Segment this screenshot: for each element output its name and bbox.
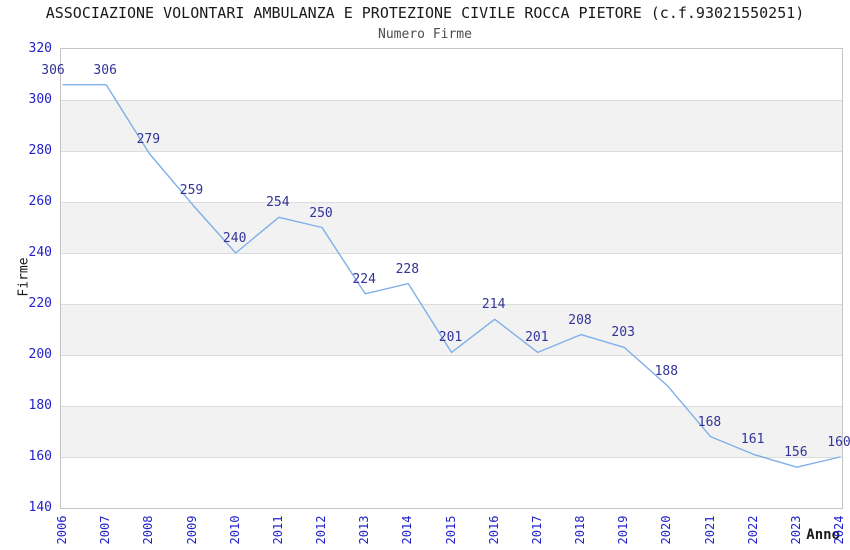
x-tick-label: 2019: [616, 515, 631, 545]
x-tick-label: 2024: [832, 515, 846, 545]
data-point-label: 201: [438, 330, 463, 346]
x-tick-label: 2010: [227, 515, 242, 545]
y-axis-title: Firme: [16, 257, 32, 297]
data-point-label: 224: [352, 271, 376, 287]
data-point-label: 279: [136, 131, 161, 147]
y-tick-label: 160: [28, 448, 52, 464]
data-point-label: 201: [525, 330, 549, 346]
x-tick-label: 2017: [529, 515, 544, 545]
gridline: [61, 202, 842, 203]
x-tick-label: 2022: [745, 515, 760, 545]
x-tick-label: 2016: [486, 515, 501, 545]
data-point-label: 156: [784, 445, 808, 461]
y-tick-label: 260: [28, 193, 52, 209]
y-tick-label: 220: [28, 295, 52, 311]
x-tick-label: 2007: [98, 515, 113, 545]
x-tick-label: 2013: [357, 515, 372, 545]
gridline: [61, 304, 842, 305]
gridline: [61, 253, 842, 254]
x-axis-title: Anno: [806, 527, 840, 543]
gridline: [61, 406, 842, 407]
x-tick-label: 2021: [702, 515, 717, 545]
grid-band: [61, 202, 842, 253]
y-tick-label: 280: [28, 142, 52, 158]
data-point-label: 160: [827, 435, 850, 450]
data-point-label: 208: [568, 312, 592, 328]
x-tick-label: 2020: [659, 515, 674, 545]
data-point-label: 259: [179, 182, 204, 198]
gridline: [61, 100, 842, 101]
data-point-label: 306: [93, 62, 117, 78]
x-tick-label: 2014: [400, 515, 415, 545]
x-tick-label: 2006: [55, 515, 69, 545]
grid-band: [61, 406, 842, 457]
x-tick-label: 2011: [270, 515, 285, 545]
y-tick-label: 200: [28, 346, 52, 362]
chart-subtitle: Numero Firme: [378, 27, 472, 42]
line-series: [62, 84, 841, 468]
grid-band: [61, 304, 842, 355]
data-point-label: 254: [266, 195, 290, 211]
y-tick-label: 180: [28, 397, 52, 413]
x-tick-label: 2009: [184, 515, 199, 545]
y-tick-label: 320: [28, 40, 52, 56]
data-point-label: 203: [611, 325, 635, 341]
data-point-label: 250: [309, 205, 333, 221]
data-point-label: 306: [41, 62, 65, 78]
x-tick-label: 2018: [573, 515, 587, 545]
data-point-label: 228: [395, 261, 420, 277]
data-point-label: 161: [740, 432, 765, 448]
data-point-label: 168: [697, 414, 722, 430]
x-tick-label: 2015: [443, 515, 458, 545]
x-tick-label: 2008: [141, 515, 156, 545]
y-tick-label: 140: [28, 499, 52, 515]
y-tick-label: 300: [28, 91, 52, 107]
gridline: [61, 355, 842, 356]
gridline: [61, 457, 842, 458]
data-point-label: 214: [481, 297, 506, 313]
grid-band: [61, 100, 842, 151]
gridline: [61, 151, 842, 152]
chart-title: ASSOCIAZIONE VOLONTARI AMBULANZA E PROTE…: [45, 4, 805, 22]
data-point-label: 188: [654, 363, 679, 379]
x-tick-label: 2012: [314, 515, 328, 545]
plot-area: [60, 48, 843, 509]
y-tick-label: 240: [28, 244, 52, 260]
data-point-label: 240: [222, 231, 247, 246]
x-tick-label: 2023: [788, 515, 803, 545]
line-series-svg: [62, 84, 841, 468]
